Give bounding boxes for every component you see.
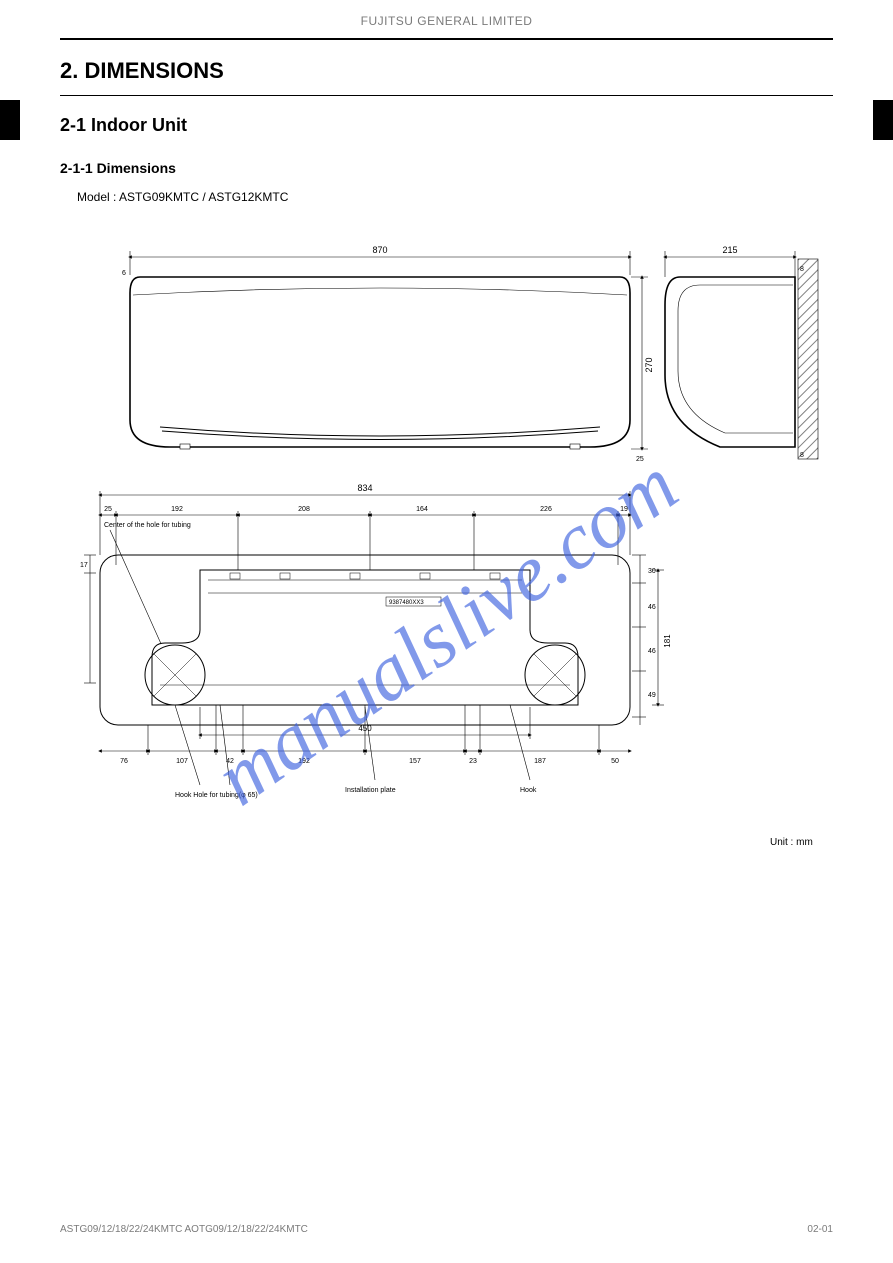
front-view: 870 6 270 25 — [122, 245, 654, 463]
svg-text:164: 164 — [416, 506, 428, 513]
page-title: 2-1 Indoor Unit — [60, 115, 187, 136]
bracket-view: 834 25 192 208 164 226 19 Center of the … — [80, 483, 672, 799]
svg-text:46: 46 — [648, 648, 656, 655]
svg-text:Hook: Hook — [520, 787, 537, 794]
svg-text:870: 870 — [372, 245, 387, 255]
dimension-diagram: 870 6 270 25 215 8 8 — [80, 215, 830, 845]
svg-text:8: 8 — [800, 266, 804, 273]
footer-models: ASTG09/12/18/22/24KMTC AOTG09/12/18/22/2… — [60, 1224, 308, 1235]
svg-text:226: 226 — [540, 506, 552, 513]
svg-text:30: 30 — [648, 568, 656, 575]
svg-text:46: 46 — [648, 604, 656, 611]
svg-text:8: 8 — [800, 452, 804, 459]
subsection-title: 2-1-1 Dimensions — [60, 160, 176, 176]
svg-text:181: 181 — [663, 634, 672, 648]
brand-header: FUJITSU GENERAL LIMITED — [0, 14, 893, 28]
svg-text:50: 50 — [611, 758, 619, 765]
model-label: Model : ASTG09KMTC / ASTG12KMTC — [77, 190, 288, 204]
svg-text:107: 107 — [176, 758, 188, 765]
svg-text:23: 23 — [469, 758, 477, 765]
svg-text:19: 19 — [620, 506, 628, 513]
svg-text:Installation plate: Installation plate — [345, 787, 396, 794]
svg-text:215: 215 — [722, 245, 737, 255]
unit-label: Unit : mm — [770, 837, 813, 848]
svg-text:208: 208 — [298, 506, 310, 513]
footer-page: 02-01 — [807, 1224, 833, 1235]
svg-text:187: 187 — [534, 758, 546, 765]
svg-text:25: 25 — [636, 456, 644, 463]
svg-text:157: 157 — [409, 758, 421, 765]
page-sidebar-right — [873, 100, 893, 140]
svg-text:Center of the hole for tubing: Center of the hole for tubing — [104, 522, 191, 529]
svg-text:192: 192 — [171, 506, 183, 513]
side-view: 215 8 8 — [665, 245, 818, 459]
svg-text:107: 107 — [80, 625, 82, 637]
svg-text:49: 49 — [648, 692, 656, 699]
section-heading: 2. DIMENSIONS — [60, 58, 224, 84]
page-sidebar-left — [0, 100, 20, 140]
svg-text:834: 834 — [357, 483, 372, 493]
svg-text:17: 17 — [80, 562, 88, 569]
svg-text:Hook Hole for tubing(φ 65): Hook Hole for tubing(φ 65) — [175, 792, 258, 799]
rule-top-thin — [60, 95, 833, 96]
svg-text:25: 25 — [104, 506, 112, 513]
svg-text:76: 76 — [120, 758, 128, 765]
svg-text:270: 270 — [644, 357, 654, 372]
svg-text:9387480XX3: 9387480XX3 — [389, 600, 424, 606]
svg-text:6: 6 — [122, 270, 126, 277]
rule-top-thick — [60, 38, 833, 40]
svg-text:192: 192 — [298, 758, 310, 765]
